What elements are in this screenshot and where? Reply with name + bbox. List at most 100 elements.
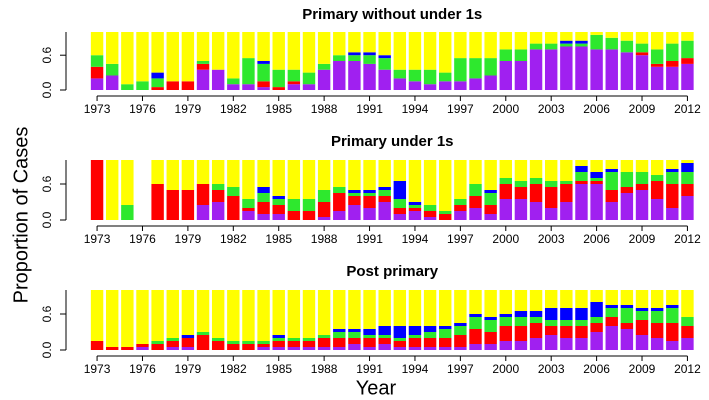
bar-segment: [333, 55, 346, 61]
x-tick-label: 1994: [402, 102, 429, 116]
bar-segment: [363, 208, 376, 220]
bar-segment: [560, 320, 573, 326]
chart-title: Post primary: [346, 263, 438, 280]
bar-segment: [499, 341, 512, 350]
bar-segment: [408, 205, 422, 208]
bar-segment: [242, 344, 255, 350]
bar-segment: [257, 290, 270, 341]
bar-segment: [272, 32, 285, 70]
bar-segment: [469, 290, 482, 314]
bar-segment: [136, 347, 149, 350]
bar-segment: [363, 160, 376, 190]
bar-segment: [302, 72, 316, 85]
bar-segment: [257, 160, 270, 187]
bar-segment: [681, 184, 694, 196]
bar-segment: [272, 160, 285, 196]
bar-segment: [302, 84, 316, 90]
bar-segment: [590, 290, 603, 302]
x-tick-label: 1997: [447, 102, 474, 116]
bar-segment: [211, 184, 225, 190]
bar-segment: [333, 160, 346, 187]
bar-segment: [151, 344, 164, 350]
bar-segment: [211, 338, 225, 341]
bar-segment: [257, 32, 270, 61]
bar-segment: [439, 81, 452, 90]
bar-segment: [287, 69, 301, 82]
bar-segment: [544, 290, 558, 308]
bar-segment: [666, 160, 679, 169]
bar-segment: [423, 32, 437, 70]
bar-segment: [484, 193, 497, 205]
bar-segment: [242, 84, 255, 90]
bar-segment: [378, 160, 391, 187]
bar-segment: [605, 190, 618, 202]
y-tick-label: 0.0: [40, 81, 54, 98]
bar-segment: [196, 160, 210, 184]
bar-segment: [529, 43, 543, 50]
bar-segment: [620, 40, 634, 53]
bar-segment: [666, 341, 679, 350]
bar-segment: [227, 341, 240, 344]
bar-segment: [560, 184, 573, 202]
bar-segment: [514, 181, 528, 187]
bar-segment: [666, 184, 679, 208]
bar-segment: [272, 205, 285, 214]
bar-segment: [454, 326, 467, 335]
bar-segment: [408, 160, 422, 202]
bar-segment: [408, 81, 422, 90]
bar-segment: [227, 196, 240, 220]
bar-segment: [136, 81, 149, 90]
bar-segment: [605, 326, 618, 350]
bar-segment: [575, 43, 588, 47]
bar-segment: [484, 58, 497, 76]
bar-segment: [90, 341, 104, 350]
bar-segment: [196, 61, 210, 64]
bar-segment: [635, 320, 649, 335]
y-tick-label: 0.0: [40, 211, 54, 228]
bar-segment: [560, 40, 573, 44]
bar-segment: [605, 308, 618, 317]
bar-segment: [635, 335, 649, 350]
bar-segment: [666, 61, 679, 67]
bar-segment: [287, 341, 301, 347]
bar-segment: [227, 344, 240, 350]
bar-segment: [484, 320, 497, 332]
bar-segment: [514, 326, 528, 341]
bar-segment: [257, 344, 270, 347]
bar-segment: [227, 78, 240, 85]
bar-segment: [333, 187, 346, 193]
bar-segment: [227, 84, 240, 90]
bar-segment: [529, 338, 543, 350]
bar-segment: [681, 290, 694, 317]
bar-segment: [439, 72, 452, 82]
bar-segment: [105, 63, 119, 76]
x-tick-label: 1994: [402, 232, 429, 246]
bar-segment: [151, 290, 164, 341]
bar-segment: [136, 290, 149, 344]
bar-segment: [242, 58, 255, 85]
bar-segment: [393, 208, 407, 214]
bar-segment: [560, 43, 573, 47]
bar-segment: [544, 208, 558, 220]
bar-segment: [181, 190, 195, 220]
bar-segment: [484, 75, 497, 90]
bar-segment: [620, 290, 634, 305]
bar-segment: [514, 290, 528, 311]
y-tick-label: 0.6: [40, 175, 54, 192]
bar-segment: [469, 78, 482, 90]
bar-segment: [257, 202, 270, 214]
bar-segment: [333, 193, 346, 211]
bar-segment: [650, 66, 664, 90]
bar-segment: [393, 290, 407, 326]
bar-segment: [302, 290, 316, 338]
bar-segment: [317, 190, 331, 202]
bar-segment: [423, 69, 437, 85]
bar-segment: [363, 347, 376, 350]
bar-segment: [272, 335, 285, 338]
bar-segment: [363, 52, 376, 56]
bar-segment: [166, 290, 179, 338]
bar-segment: [544, 187, 558, 208]
bar-segment: [560, 202, 573, 220]
x-tick-label: 1979: [175, 362, 202, 376]
